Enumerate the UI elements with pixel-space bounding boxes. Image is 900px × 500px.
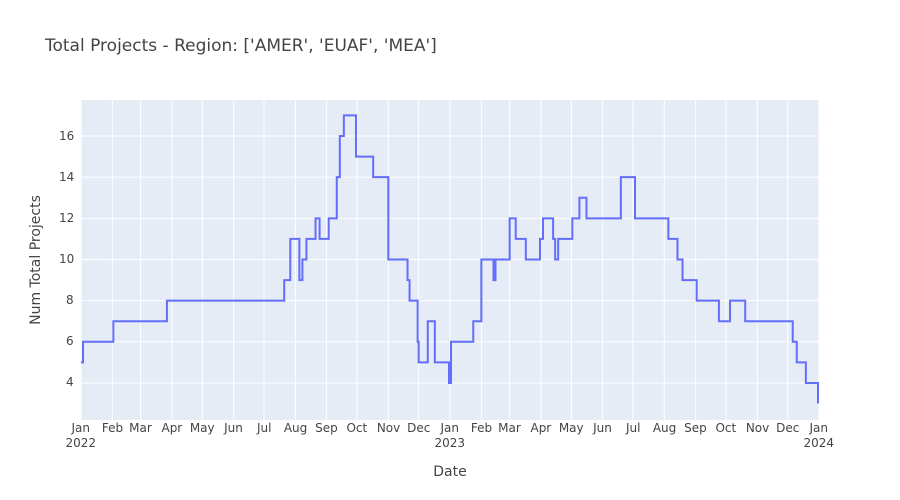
x-tick-label: Aug bbox=[283, 421, 308, 435]
x-tick-label: Feb bbox=[470, 421, 493, 435]
x-tick-label: Aug bbox=[652, 421, 677, 435]
x-tick-label: Mar bbox=[498, 421, 521, 435]
y-tick-label: 10 bbox=[59, 251, 75, 266]
y-tick-label: 14 bbox=[59, 169, 75, 184]
y-tick-label: 16 bbox=[59, 128, 75, 143]
x-tick-label: Nov bbox=[745, 421, 770, 435]
x-tick-label: Jan 2023 bbox=[434, 421, 466, 450]
x-tick-label: Jul bbox=[256, 421, 272, 435]
x-tick-label: Dec bbox=[776, 421, 800, 435]
data-line bbox=[81, 114, 819, 404]
x-tick-label: Apr bbox=[530, 421, 552, 435]
x-tick-label: Oct bbox=[346, 421, 368, 435]
y-tick-label: 6 bbox=[66, 334, 74, 349]
x-tick-label: May bbox=[189, 421, 215, 435]
x-tick-label: Sep bbox=[684, 421, 707, 435]
y-tick-label: 12 bbox=[59, 210, 75, 225]
x-tick-label: Jul bbox=[625, 421, 641, 435]
x-tick-label: Feb bbox=[101, 421, 124, 435]
y-tick-label: 8 bbox=[66, 293, 74, 308]
x-tick-label: Sep bbox=[315, 421, 338, 435]
x-tick-label: Jun bbox=[224, 421, 243, 435]
x-tick-label: Nov bbox=[376, 421, 401, 435]
y-tick-label: 4 bbox=[66, 375, 74, 390]
x-axis-title: Date bbox=[433, 464, 466, 480]
x-tick-label: Dec bbox=[407, 421, 431, 435]
x-tick-label: Apr bbox=[161, 421, 183, 435]
y-axis-title: Num Total Projects bbox=[28, 195, 44, 325]
x-tick-label: Jan 2024 bbox=[803, 421, 835, 450]
x-tick-label: Mar bbox=[129, 421, 152, 435]
x-tick-label: Jan 2022 bbox=[65, 421, 97, 450]
chart-title: Total Projects - Region: ['AMER', 'EUAF'… bbox=[44, 36, 437, 56]
x-tick-label: Jun bbox=[593, 421, 612, 435]
x-tick-label: May bbox=[558, 421, 584, 435]
x-tick-label: Oct bbox=[715, 421, 737, 435]
